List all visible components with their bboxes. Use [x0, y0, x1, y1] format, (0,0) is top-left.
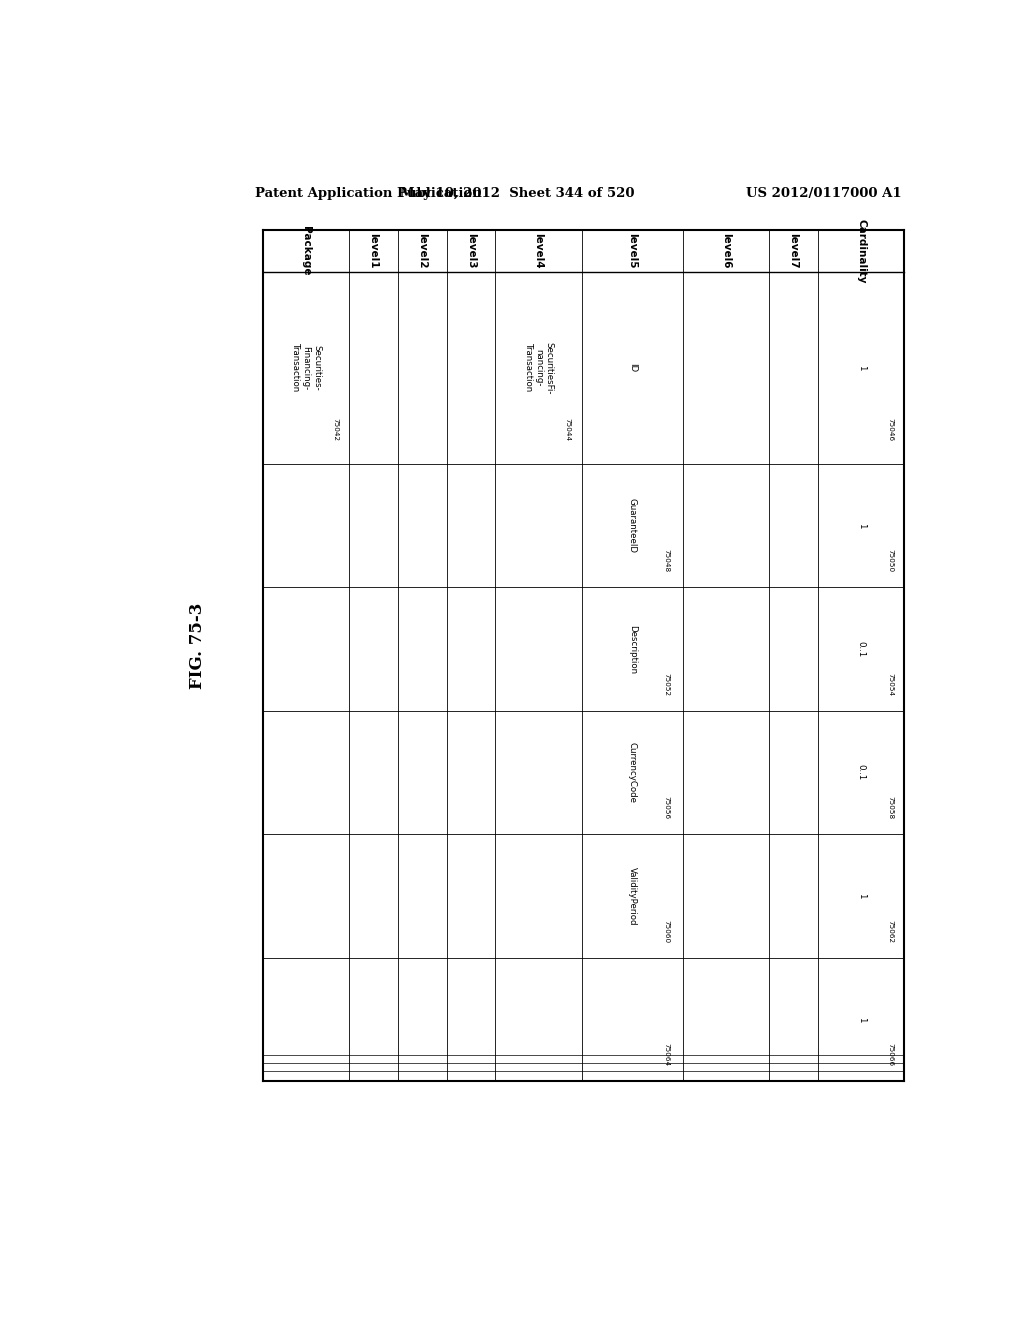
Text: 75046: 75046: [888, 417, 893, 441]
Text: FIG. 75-3: FIG. 75-3: [189, 603, 207, 689]
Text: SecuritiesFi-
nancing-
Transaction: SecuritiesFi- nancing- Transaction: [523, 342, 553, 395]
Text: GuaranteeID: GuaranteeID: [628, 498, 637, 553]
Text: Securities-
Financing-
Transaction: Securities- Financing- Transaction: [291, 343, 321, 392]
Text: 75054: 75054: [888, 673, 893, 696]
Text: 1: 1: [856, 523, 865, 528]
Text: US 2012/0117000 A1: US 2012/0117000 A1: [746, 187, 902, 201]
Text: Package: Package: [301, 226, 311, 276]
Text: 75058: 75058: [888, 796, 893, 820]
Text: May 10, 2012  Sheet 344 of 520: May 10, 2012 Sheet 344 of 520: [399, 187, 634, 201]
Text: CurrencyCode: CurrencyCode: [628, 742, 637, 803]
Text: level1: level1: [369, 234, 379, 268]
Text: 75062: 75062: [888, 920, 893, 942]
Text: level6: level6: [721, 234, 731, 268]
Text: 75050: 75050: [888, 549, 893, 573]
Text: 75064: 75064: [664, 1043, 670, 1067]
Text: level7: level7: [788, 234, 799, 269]
Text: 0..1: 0..1: [856, 642, 865, 657]
Text: 75052: 75052: [664, 673, 670, 696]
Text: 75048: 75048: [664, 549, 670, 573]
Text: level2: level2: [418, 234, 427, 268]
Text: Cardinality: Cardinality: [856, 219, 866, 282]
Text: 1: 1: [856, 366, 865, 371]
Text: 1: 1: [856, 894, 865, 899]
Text: level4: level4: [534, 234, 544, 269]
Text: 75060: 75060: [664, 920, 670, 942]
Text: ID: ID: [628, 363, 637, 372]
Text: ValidityPeriod: ValidityPeriod: [628, 867, 637, 925]
Text: 1: 1: [856, 1016, 865, 1022]
Text: 75044: 75044: [565, 417, 570, 441]
Text: 75056: 75056: [664, 796, 670, 820]
Text: 75042: 75042: [333, 417, 338, 441]
Text: Description: Description: [628, 624, 637, 673]
Text: level5: level5: [628, 234, 637, 268]
Text: Patent Application Publication: Patent Application Publication: [255, 187, 481, 201]
Text: 0..1: 0..1: [856, 764, 865, 780]
Text: 75066: 75066: [888, 1043, 893, 1067]
Text: level3: level3: [466, 234, 476, 268]
